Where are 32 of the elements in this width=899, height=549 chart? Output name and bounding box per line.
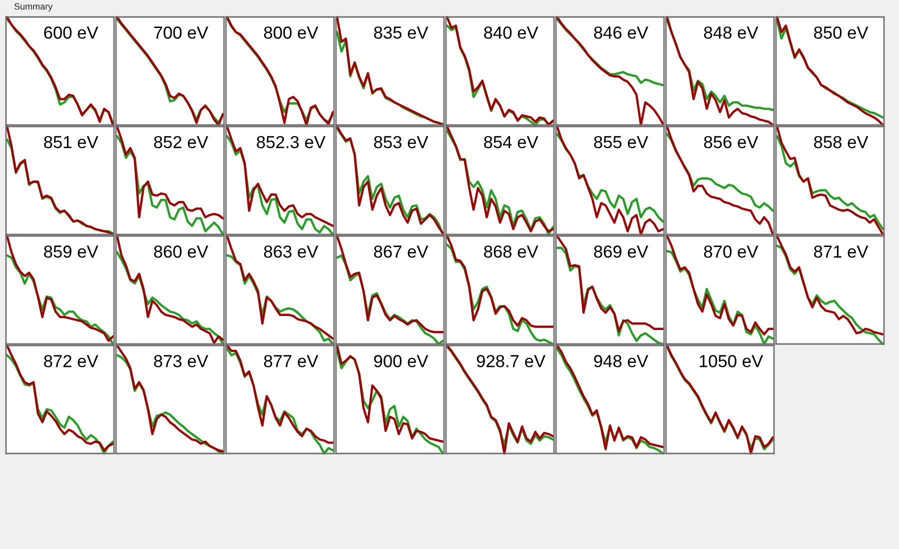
chart-title: 928.7 eV	[476, 354, 546, 368]
chart-title: 869 eV	[594, 245, 648, 258]
chart-title: 848 eV	[704, 26, 758, 39]
chart-title: 855 eV	[594, 136, 648, 148]
chart-title: 858 eV	[814, 136, 868, 148]
chart-title: 900 eV	[374, 354, 428, 368]
chart-title: 840 eV	[484, 26, 538, 39]
chart-title: 800 eV	[264, 26, 318, 39]
chart-title: 860 eV	[154, 245, 208, 258]
chart-title: 948 eV	[594, 354, 648, 368]
chart-title: 872 eV	[44, 354, 98, 368]
chart-title: 852.3 eV	[256, 136, 326, 148]
chart-title: 877 eV	[264, 354, 318, 368]
chart-title: 700 eV	[154, 26, 208, 39]
chart-title: 852 eV	[154, 136, 208, 148]
chart-title: 863 eV	[264, 245, 318, 258]
chart-title: 859 eV	[44, 245, 98, 258]
chart-title: 600 eV	[44, 26, 98, 39]
chart-title: 868 eV	[484, 245, 538, 258]
chart-title: 850 eV	[814, 26, 868, 39]
chart-title: 867 eV	[374, 245, 428, 258]
chart-title: 1050 eV	[700, 354, 764, 368]
text: Summary	[14, 3, 53, 12]
chart-title: 871 eV	[814, 245, 868, 258]
chart-title: 870 eV	[704, 245, 758, 258]
chart-title: 856 eV	[704, 136, 758, 148]
chart-title: 846 eV	[594, 26, 648, 39]
chart-title: 835 eV	[374, 26, 428, 39]
chart-title: 873 eV	[154, 354, 208, 368]
chart-title: 854 eV	[484, 136, 538, 148]
chart-title: 851 eV	[44, 136, 98, 148]
chart-title: 853 eV	[374, 136, 428, 148]
